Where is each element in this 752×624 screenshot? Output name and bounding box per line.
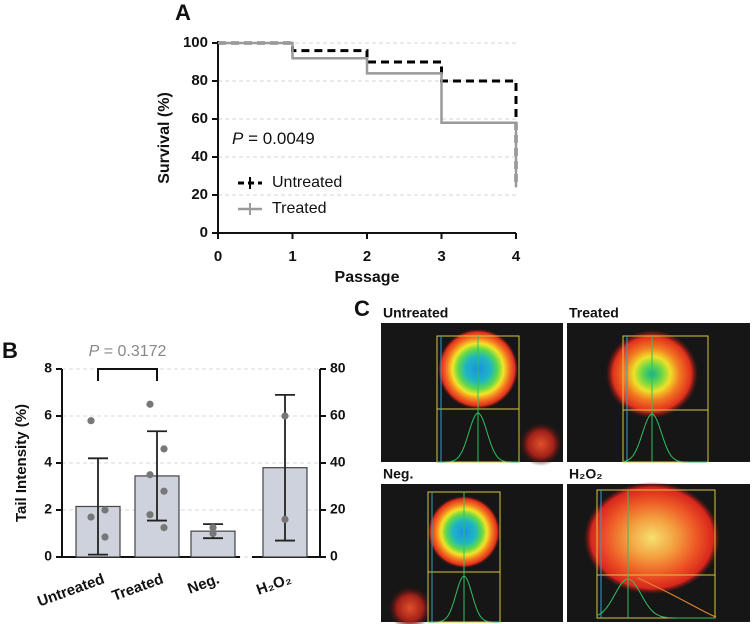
annotation-text: = 0.3172: [99, 343, 166, 360]
annotation: P = 0.0049: [232, 129, 315, 148]
image-label: H₂O₂: [569, 466, 602, 482]
annotation-text: = 0.0049: [243, 129, 314, 148]
data-point: [160, 487, 168, 495]
y-tick-label: 2: [44, 501, 52, 517]
data-point: [160, 445, 168, 453]
comet-image: [567, 323, 750, 463]
y-axis-label: Survival (%): [156, 92, 173, 184]
data-point: [146, 471, 154, 479]
y-tick-label: 100: [183, 34, 208, 51]
significance-bracket: [97, 368, 158, 381]
analysis-box: [596, 489, 716, 619]
intensity-profile: [428, 575, 500, 623]
image-label: Treated: [569, 305, 619, 321]
comet-image: [567, 482, 750, 622]
data-point: [87, 513, 95, 521]
y2-tick-label: 0: [330, 548, 338, 564]
comet-image: [381, 323, 563, 466]
intensity-profile: [622, 413, 707, 463]
data-point: [281, 412, 289, 420]
data-point: [146, 511, 154, 519]
panel-label: C: [354, 296, 370, 321]
panel-label: B: [2, 338, 18, 363]
y2-tick-label: 80: [330, 360, 346, 376]
error-bar: [88, 457, 108, 556]
x-tick-label: Treated: [110, 571, 166, 605]
y-tick-label: 60: [191, 110, 208, 127]
x-tick-label: 4: [512, 248, 521, 265]
intensity-profile: [437, 412, 519, 463]
annotation-symbol: P: [89, 343, 100, 360]
y2-tick-label: 40: [330, 454, 346, 470]
tail-profile: [637, 577, 717, 618]
y2-tick-label: 60: [330, 407, 346, 423]
image-label: Untreated: [383, 305, 448, 321]
y-tick-label: 20: [191, 186, 208, 203]
x-tick-label: Neg.: [185, 571, 221, 598]
x-tick-label: 2: [363, 248, 371, 265]
annotation-symbol: P: [232, 129, 244, 148]
y-axis-label: Tail Intensity (%): [13, 404, 30, 522]
annotation: P = 0.3172: [89, 343, 167, 360]
x-tick-label: 0: [214, 248, 222, 265]
data-point: [281, 515, 289, 524]
x-tick-label: 1: [288, 248, 296, 265]
data-point: [160, 524, 168, 532]
background-glow: [519, 422, 563, 466]
y-tick-label: 4: [44, 454, 52, 470]
image-label: Neg.: [383, 466, 413, 482]
x-tick-label: 3: [437, 248, 445, 265]
x-tick-label: Untreated: [35, 571, 107, 611]
data-point: [209, 529, 217, 538]
legend-label: Treated: [272, 200, 327, 217]
data-point: [101, 506, 109, 514]
y-tick-label: 80: [191, 72, 208, 89]
legend-label: Untreated: [272, 174, 342, 191]
error-bar: [147, 430, 167, 522]
x-tick-label: H₂O₂: [254, 571, 293, 599]
y2-tick-label: 20: [330, 501, 346, 517]
y-tick-label: 40: [191, 148, 208, 165]
data-point: [101, 533, 109, 541]
y-tick-label: 8: [44, 360, 52, 376]
data-point: [209, 524, 217, 532]
step-line: [218, 41, 518, 188]
y-tick-label: 0: [200, 224, 208, 241]
x-axis-label: Passage: [335, 269, 400, 286]
comet-image: [381, 484, 563, 624]
background-glow: [388, 586, 432, 624]
intensity-profile: [596, 578, 715, 619]
panel-label: A: [175, 0, 191, 25]
data-point: [146, 400, 154, 408]
y-tick-label: 0: [44, 548, 52, 564]
comet-head: [584, 482, 720, 594]
analysis-box: [622, 335, 709, 463]
data-point: [87, 417, 95, 425]
y-tick-label: 6: [44, 407, 52, 423]
